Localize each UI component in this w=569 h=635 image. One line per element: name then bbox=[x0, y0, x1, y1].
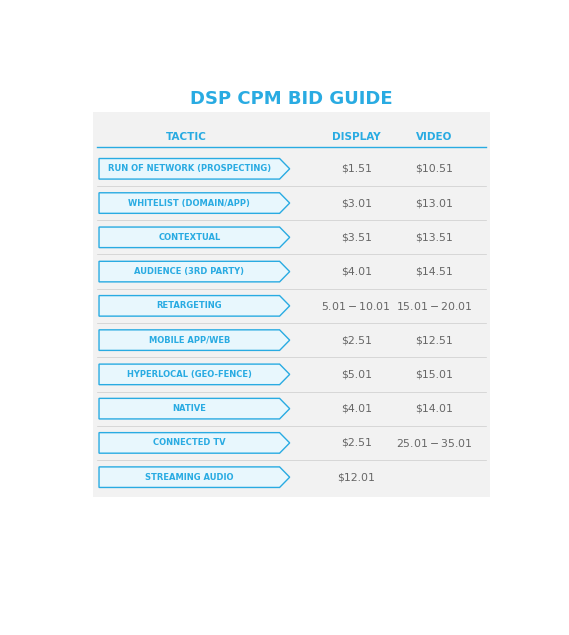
Text: $12.01: $12.01 bbox=[337, 472, 376, 482]
Text: $12.51: $12.51 bbox=[415, 335, 453, 345]
Text: $15.01-$20.01: $15.01-$20.01 bbox=[395, 300, 472, 312]
Text: $5.01-$10.01: $5.01-$10.01 bbox=[321, 300, 391, 312]
Text: $13.51: $13.51 bbox=[415, 232, 453, 243]
Text: $4.01: $4.01 bbox=[341, 404, 372, 413]
Text: CONNECTED TV: CONNECTED TV bbox=[153, 438, 226, 448]
Polygon shape bbox=[99, 364, 290, 385]
Text: RUN OF NETWORK (PROSPECTING): RUN OF NETWORK (PROSPECTING) bbox=[108, 164, 271, 173]
Text: $15.01: $15.01 bbox=[415, 370, 453, 379]
Text: VIDEO: VIDEO bbox=[415, 132, 452, 142]
Polygon shape bbox=[99, 262, 290, 282]
Polygon shape bbox=[99, 193, 290, 213]
Polygon shape bbox=[99, 227, 290, 248]
Text: $25.01-$35.01: $25.01-$35.01 bbox=[395, 437, 472, 449]
Text: DSP CPM BID GUIDE: DSP CPM BID GUIDE bbox=[190, 90, 393, 107]
Text: $1.51: $1.51 bbox=[341, 164, 372, 174]
Text: MOBILE APP/WEB: MOBILE APP/WEB bbox=[149, 336, 230, 345]
Text: $10.51: $10.51 bbox=[415, 164, 453, 174]
Text: $2.51: $2.51 bbox=[341, 438, 372, 448]
Text: $3.01: $3.01 bbox=[341, 198, 372, 208]
Text: AUDIENCE (3RD PARTY): AUDIENCE (3RD PARTY) bbox=[134, 267, 244, 276]
Polygon shape bbox=[99, 432, 290, 453]
Text: $3.51: $3.51 bbox=[341, 232, 372, 243]
Polygon shape bbox=[99, 398, 290, 419]
Text: $5.01: $5.01 bbox=[341, 370, 372, 379]
Text: CONTEXTUAL: CONTEXTUAL bbox=[158, 233, 220, 242]
Text: $14.01: $14.01 bbox=[415, 404, 453, 413]
Text: $2.51: $2.51 bbox=[341, 335, 372, 345]
Text: $4.01: $4.01 bbox=[341, 267, 372, 277]
Polygon shape bbox=[99, 295, 290, 316]
Polygon shape bbox=[99, 467, 290, 488]
Text: HYPERLOCAL (GEO-FENCE): HYPERLOCAL (GEO-FENCE) bbox=[127, 370, 251, 379]
Text: $13.01: $13.01 bbox=[415, 198, 453, 208]
Text: STREAMING AUDIO: STREAMING AUDIO bbox=[145, 472, 233, 482]
Text: DISPLAY: DISPLAY bbox=[332, 132, 381, 142]
Polygon shape bbox=[99, 159, 290, 179]
Text: WHITELIST (DOMAIN/APP): WHITELIST (DOMAIN/APP) bbox=[129, 199, 250, 208]
FancyBboxPatch shape bbox=[93, 112, 490, 497]
Text: TACTIC: TACTIC bbox=[166, 132, 206, 142]
Text: NATIVE: NATIVE bbox=[172, 404, 206, 413]
Text: RETARGETING: RETARGETING bbox=[156, 302, 222, 311]
Text: $14.51: $14.51 bbox=[415, 267, 453, 277]
Polygon shape bbox=[99, 330, 290, 351]
